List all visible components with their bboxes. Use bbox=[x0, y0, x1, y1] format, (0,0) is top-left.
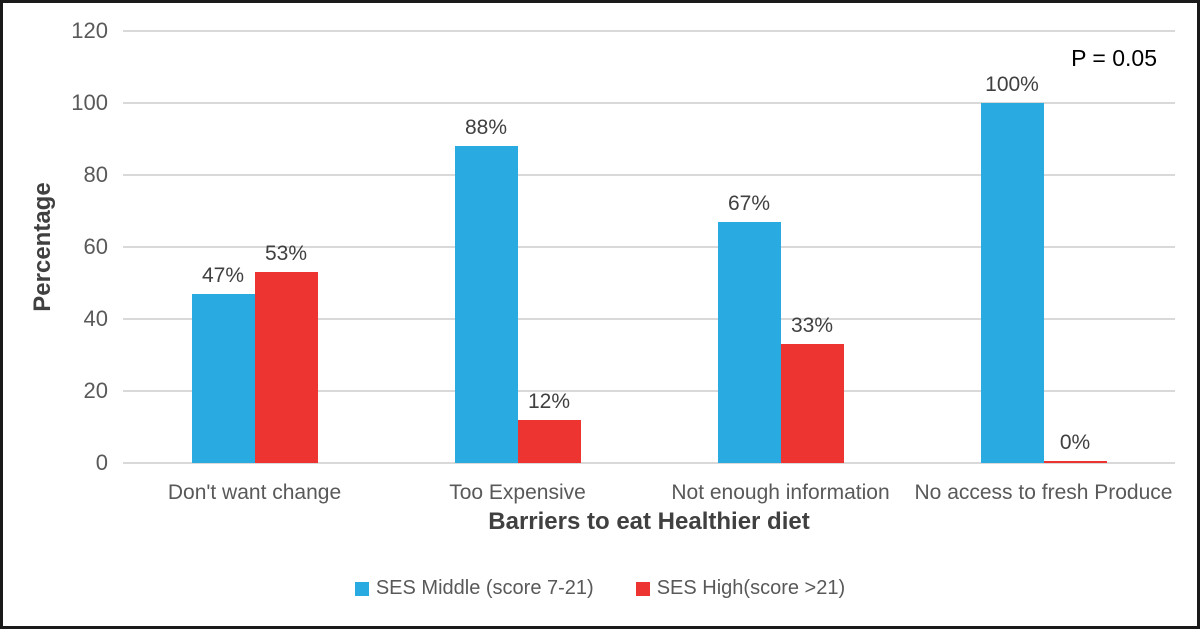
plot-area: 47% 53% Don't want change 88% 12% Too Expensi… bbox=[123, 30, 1175, 504]
x-axis-title: Barriers to eat Healthier diet bbox=[488, 508, 810, 535]
gridline bbox=[123, 390, 1175, 392]
category-label: Don't want change bbox=[167, 481, 342, 504]
legend-item: SES High(score >21) bbox=[635, 577, 846, 600]
bar-ses-high bbox=[517, 419, 581, 463]
y-axis-tick-label: 100 bbox=[71, 90, 108, 115]
y-axis-tick-label: 0 bbox=[95, 450, 108, 475]
legend-swatch-ses-high bbox=[635, 581, 650, 596]
legend-label: SES High(score >21) bbox=[656, 577, 846, 599]
bar-value-label: 53% bbox=[264, 242, 308, 266]
category-label: No access to fresh Produce bbox=[914, 481, 1173, 504]
category-group: 88% 12% Too Expensive bbox=[386, 31, 649, 504]
gridline bbox=[123, 102, 1175, 104]
y-axis-tick-label: 20 bbox=[83, 378, 108, 403]
bar-value-label: 33% bbox=[790, 314, 834, 338]
bar-ses-middle bbox=[191, 293, 255, 463]
bar-ses-high bbox=[254, 272, 318, 463]
bar-value-label: 88% bbox=[464, 116, 508, 140]
gridline bbox=[123, 30, 1175, 32]
y-axis-tick-label: 120 bbox=[71, 18, 108, 43]
bar-ses-high bbox=[1043, 461, 1107, 463]
bar-ses-high bbox=[780, 344, 844, 463]
y-axis-title: Percentage bbox=[29, 182, 56, 312]
legend-label: SES Middle (score 7-21) bbox=[375, 577, 594, 599]
y-axis-ticks: 0 20 40 60 80 100 120 bbox=[3, 18, 108, 475]
bar-value-label: 12% bbox=[527, 389, 571, 413]
bar-ses-middle bbox=[980, 103, 1044, 463]
category-group: 47% 53% Don't want change bbox=[123, 31, 386, 504]
category-group: 100% 0% No access to fresh Produce bbox=[912, 31, 1175, 504]
gridline bbox=[123, 462, 1175, 464]
bar-ses-middle bbox=[717, 221, 781, 463]
gridline bbox=[123, 174, 1175, 176]
y-axis-tick-label: 40 bbox=[83, 306, 108, 331]
gridline bbox=[123, 318, 1175, 320]
category-label: Too Expensive bbox=[449, 481, 586, 504]
legend-swatch-ses-middle bbox=[354, 581, 369, 596]
legend: SES Middle (score 7-21) SES High(score >2… bbox=[3, 577, 1197, 600]
p-value-annotation: P = 0.05 bbox=[1071, 45, 1157, 71]
y-axis-tick-label: 80 bbox=[83, 162, 108, 187]
bar-value-label: 0% bbox=[1059, 431, 1091, 454]
bar-value-label: 67% bbox=[727, 191, 771, 215]
legend-item: SES Middle (score 7-21) bbox=[354, 577, 594, 600]
bar-value-label: 100% bbox=[985, 73, 1039, 96]
y-axis-tick-label: 60 bbox=[83, 234, 108, 259]
category-label: Not enough information bbox=[671, 481, 890, 504]
gridline bbox=[123, 246, 1175, 248]
category-group: 67% 33% Not enough information bbox=[649, 31, 912, 504]
bar-value-label: 47% bbox=[201, 263, 245, 287]
bar-ses-middle bbox=[454, 146, 518, 463]
